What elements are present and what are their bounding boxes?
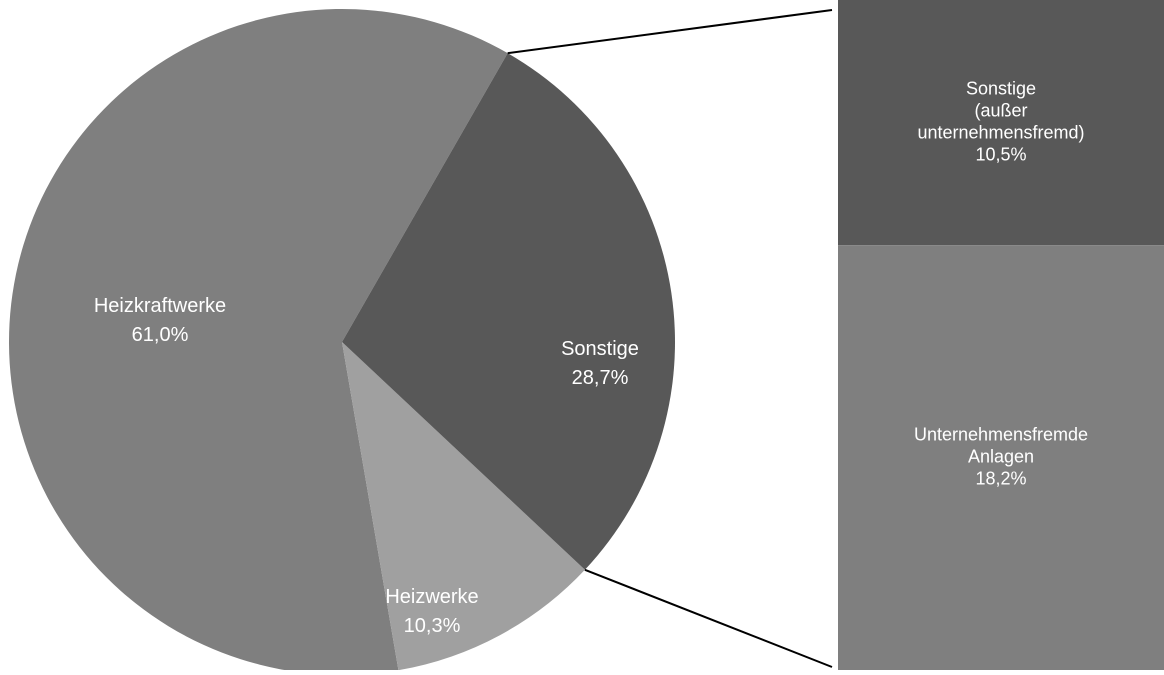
bar-segment-sonstige-au-er-unternehmensfremd — [838, 0, 1164, 246]
bar-label-sonstige-au-er-unternehmensfremd-line-2: unternehmensfremd) — [917, 123, 1084, 143]
connector-line-top — [507, 9, 833, 55]
bar-label-unternehmensfremde-anlagen-line-1: Anlagen — [968, 447, 1034, 467]
bar-label-sonstige-au-er-unternehmensfremd-line-1: (außer — [974, 101, 1027, 121]
pie-label-sonstige: Sonstige — [561, 338, 639, 360]
pie-slice-heizkraftwerke — [9, 9, 508, 675]
bar-label-unternehmensfremde-anlagen-line-0: Unternehmensfremde — [914, 425, 1088, 445]
pie-slice-heizwerke — [342, 342, 585, 671]
pie-value-sonstige: 28,7% — [572, 367, 629, 389]
bar-label-sonstige-au-er-unternehmensfremd-line-0: Sonstige — [966, 79, 1036, 99]
bar-value-sonstige-au-er-unternehmensfremd: 10,5% — [975, 145, 1026, 165]
pie-value-heizkraftwerke: 61,0% — [132, 324, 189, 346]
connector-line-bottom — [584, 568, 833, 668]
pie-label-heizwerke: Heizwerke — [385, 586, 478, 608]
bar-value-unternehmensfremde-anlagen: 18,2% — [975, 469, 1026, 489]
pie-label-heizkraftwerke: Heizkraftwerke — [94, 295, 226, 317]
pie-value-heizwerke: 10,3% — [404, 615, 461, 637]
pie-slice-sonstige — [342, 53, 675, 570]
bar-segment-unternehmensfremde-anlagen — [838, 245, 1164, 670]
